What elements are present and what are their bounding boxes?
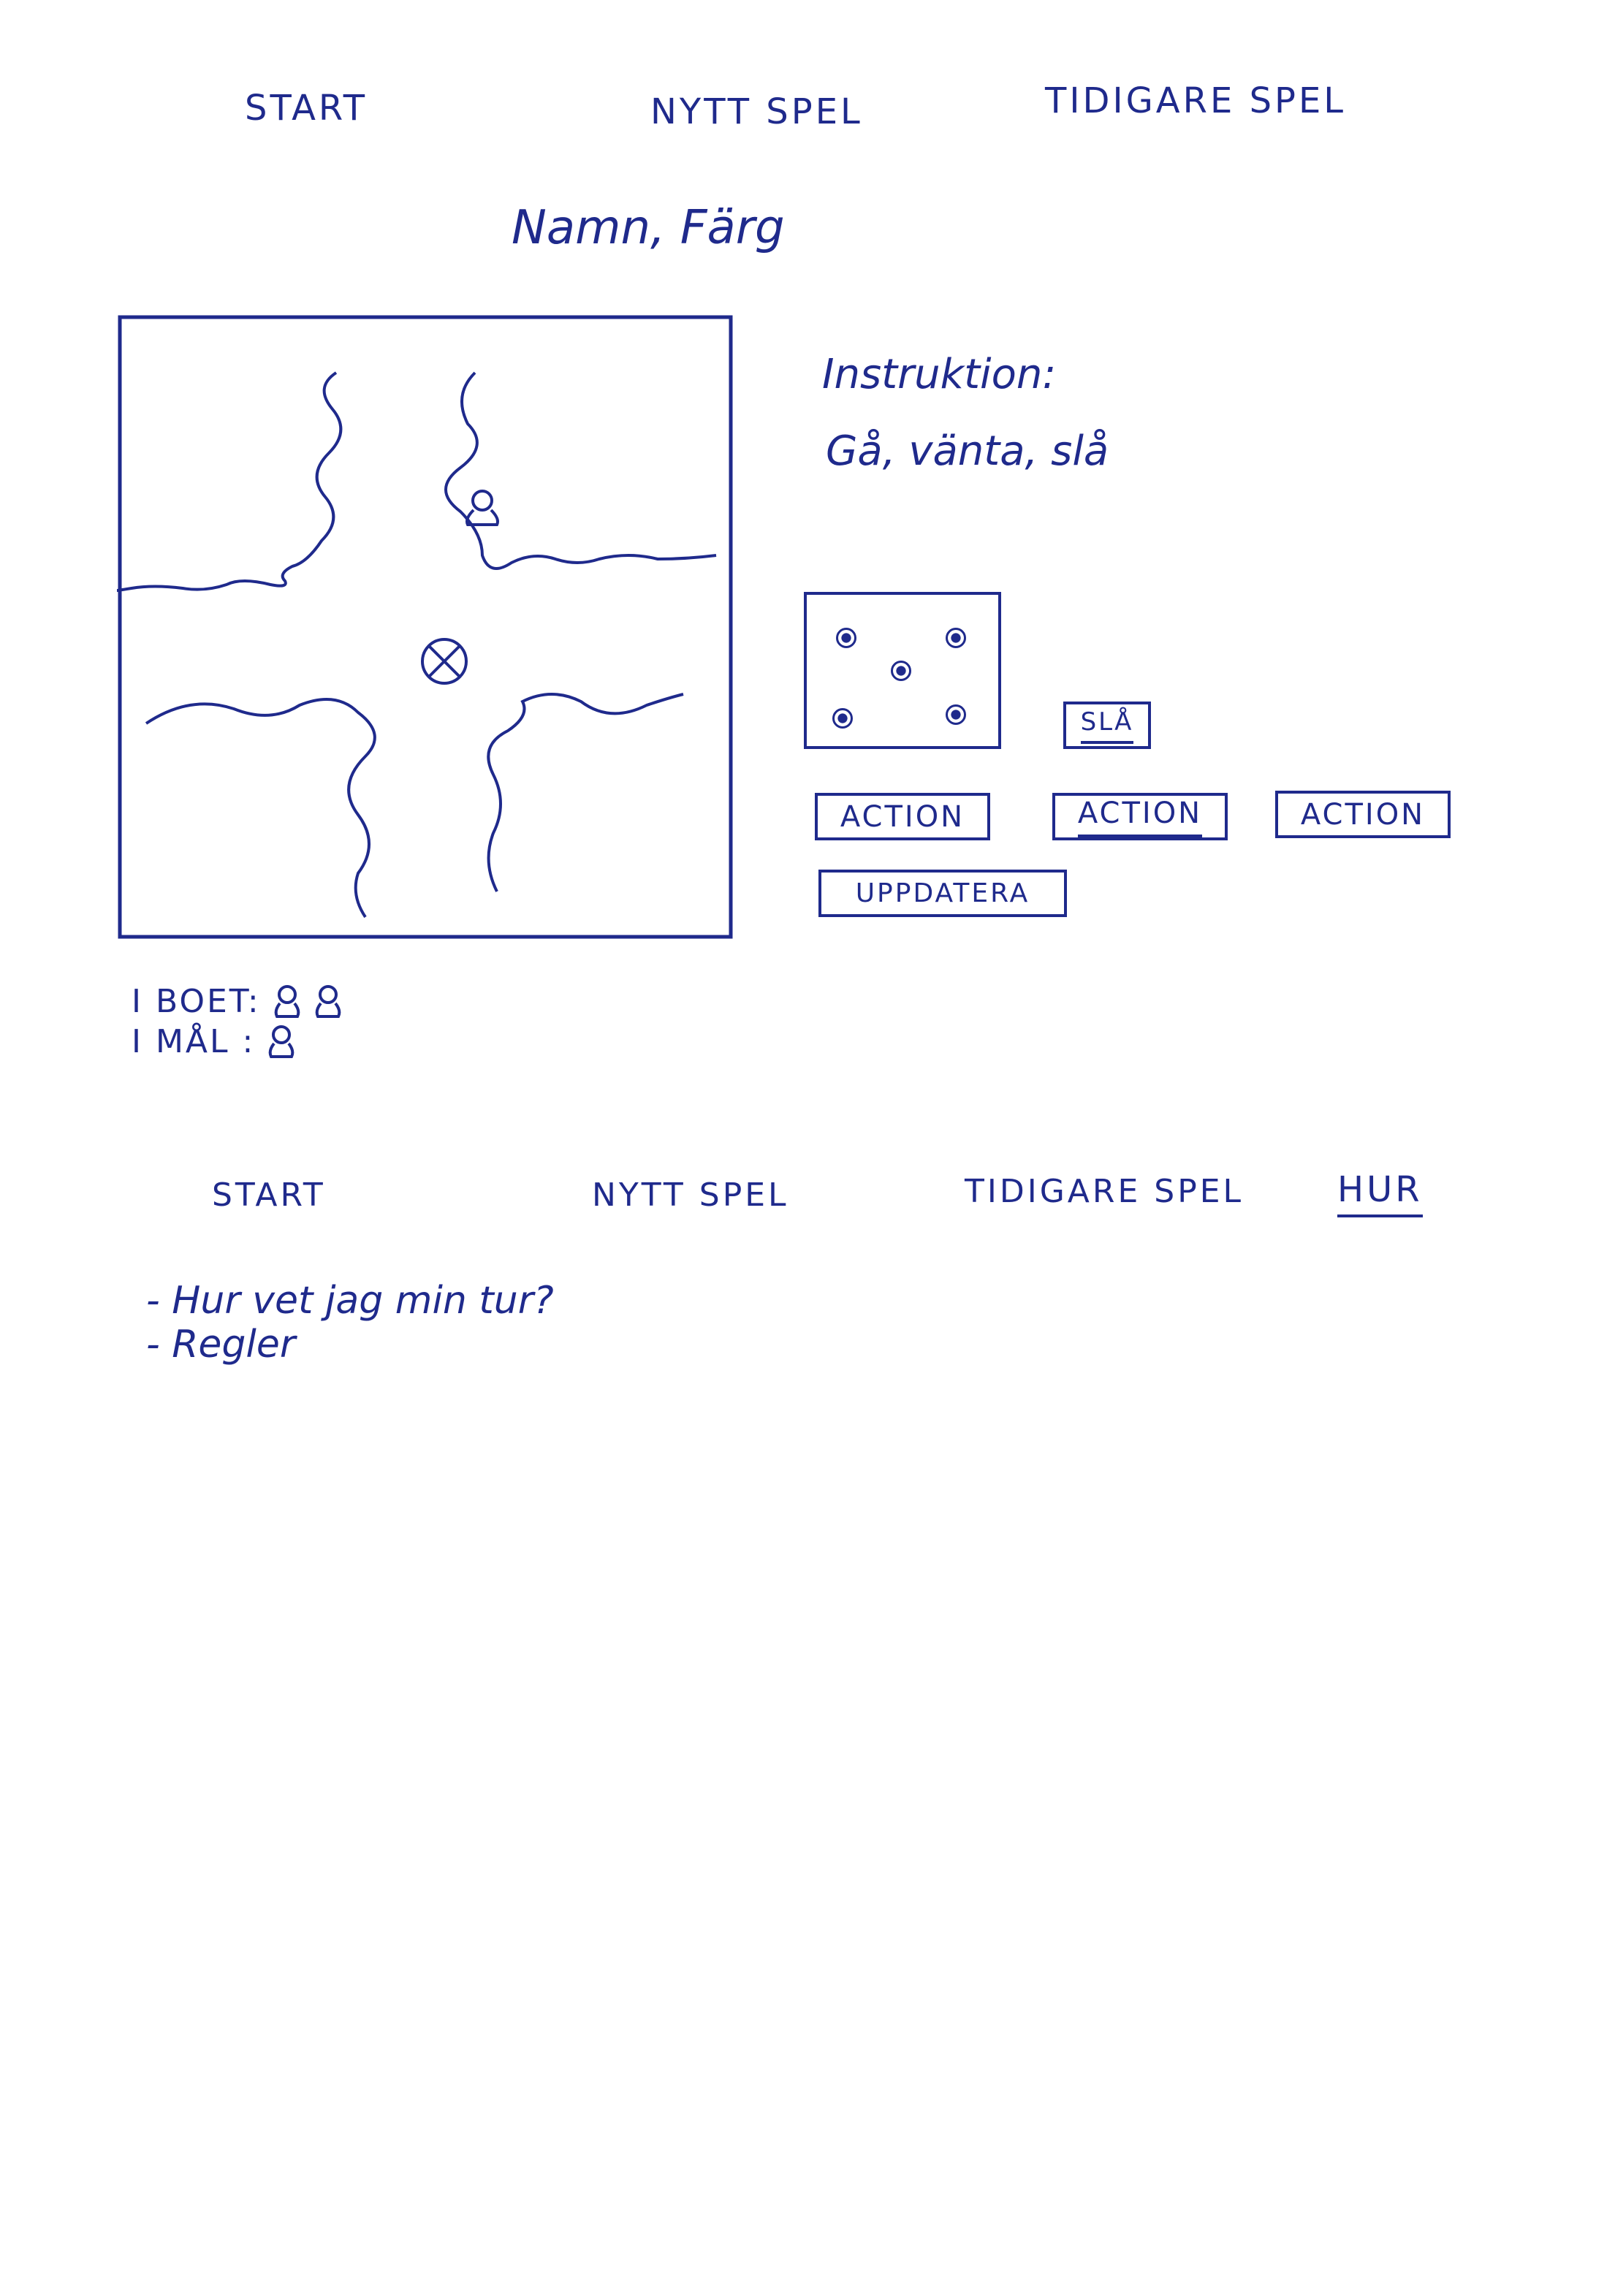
dice-display (804, 592, 1001, 749)
action-button-2[interactable]: ACTION (1052, 793, 1228, 840)
nav-bottom-nytt-spel[interactable]: NYTT SPEL (592, 1176, 789, 1214)
help-item-hur-vet-jag[interactable]: - Hur vet jag min tur? (146, 1279, 554, 1323)
board-path-bottom-left (145, 698, 376, 919)
uppdatera-button[interactable]: UPPDATERA (818, 870, 1067, 917)
sla-button[interactable]: SLÅ (1063, 702, 1151, 749)
status-i-mal-label: I MÅL : (132, 1023, 256, 1060)
pawn-icon (274, 984, 300, 1018)
nav-bottom-start[interactable]: START (212, 1176, 326, 1214)
dice-pip (832, 708, 853, 729)
nav-start[interactable]: START (245, 88, 368, 129)
status-i-boet: I BOET: (132, 983, 343, 1020)
action-button-3[interactable]: ACTION (1275, 791, 1451, 838)
board-path-top-left (117, 371, 343, 593)
help-item-regler[interactable]: - Regler (146, 1323, 296, 1366)
status-i-boet-label: I BOET: (132, 983, 261, 1020)
game-board (117, 315, 733, 939)
sla-button-label: SLÅ (1080, 707, 1134, 744)
board-border (118, 315, 733, 939)
dice-pip (946, 704, 966, 725)
nav-tidigare-spel[interactable]: TIDIGARE SPEL (1045, 80, 1347, 121)
nav-nytt-spel[interactable]: NYTT SPEL (650, 91, 863, 132)
board-path-bottom-right (487, 693, 684, 892)
board-path-top-right (444, 371, 717, 570)
action-button-2-label: ACTION (1077, 797, 1203, 837)
nav-bottom-tidigare-spel[interactable]: TIDIGARE SPEL (965, 1173, 1244, 1210)
instruction-label: Instruktion: (822, 351, 1057, 398)
dice-pip (836, 628, 856, 648)
dice-pip (946, 628, 966, 648)
player-info: Namn, Färg (512, 201, 785, 255)
action-button-1[interactable]: ACTION (815, 793, 990, 840)
nav-bottom-hur[interactable]: HUR (1337, 1169, 1423, 1217)
pawn-icon (315, 984, 341, 1018)
status-i-mal: I MÅL : (132, 1023, 296, 1060)
board-center-target (421, 638, 468, 685)
dice-pip (891, 661, 911, 681)
pawn-icon (269, 1025, 294, 1058)
nav-bottom-hur-label: HUR (1337, 1169, 1423, 1217)
instruction-text: Gå, vänta, slå (826, 427, 1109, 475)
pawn-icon (466, 490, 499, 526)
